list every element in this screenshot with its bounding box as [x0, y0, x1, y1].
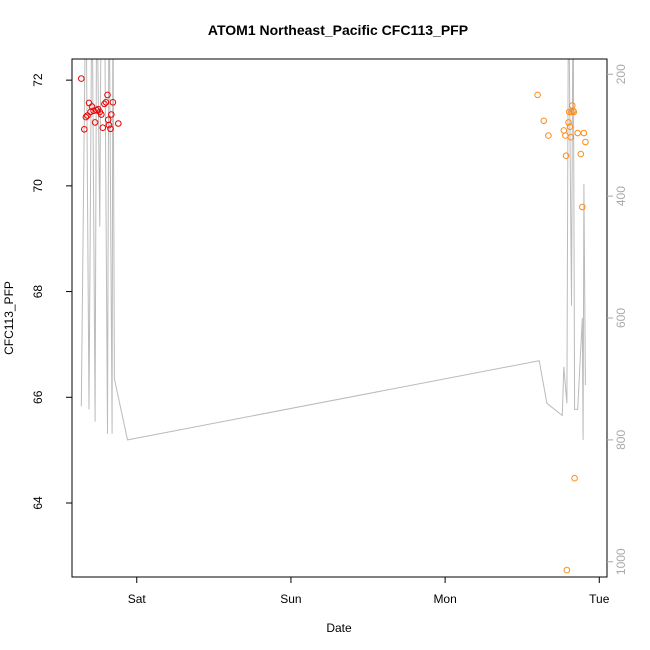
- plot-layer: [78, 59, 589, 574]
- data-point: [105, 121, 113, 129]
- data-point: [108, 111, 115, 118]
- data-point: [565, 108, 573, 116]
- data-point: [540, 117, 548, 125]
- data-point: [91, 119, 99, 126]
- data-point: [574, 129, 582, 137]
- data-point: [81, 126, 88, 133]
- data-point: [562, 132, 569, 139]
- x-tick-label: Tue: [589, 592, 610, 606]
- y-tick-label: 68: [31, 285, 45, 299]
- secondary-y-tick-label: 1000: [614, 548, 628, 575]
- x-tick-label: Sun: [280, 592, 301, 606]
- secondary-y-tick-label: 800: [614, 430, 628, 450]
- data-point: [571, 474, 578, 482]
- y-axis: 64 66 68 70 72: [31, 73, 72, 510]
- y-axis-label: CFC113_PFP: [2, 281, 16, 355]
- data-point: [78, 75, 85, 82]
- data-point: [579, 203, 586, 211]
- plot-frame: [71, 58, 608, 578]
- data-point: [101, 100, 108, 108]
- y-tick-label: 66: [31, 390, 45, 404]
- data-point: [90, 107, 97, 115]
- secondary-y-axis: 200 400 600 800 1000: [607, 64, 628, 575]
- x-tick-label: Mon: [433, 592, 456, 606]
- data-point: [580, 129, 588, 137]
- data-point: [109, 99, 117, 106]
- data-point: [570, 108, 578, 116]
- secondary-y-tick-label: 400: [614, 186, 628, 206]
- data-point: [102, 99, 110, 106]
- data-point: [88, 103, 96, 110]
- data-point: [568, 108, 575, 116]
- data-point: [562, 152, 570, 159]
- data-point: [107, 125, 114, 133]
- secondary-y-tick-label: 600: [614, 308, 628, 328]
- y-tick-label: 72: [31, 73, 45, 87]
- y-tick-label: 70: [31, 179, 45, 193]
- data-point: [545, 132, 552, 139]
- data-point: [99, 124, 107, 131]
- data-point: [563, 566, 571, 574]
- data-point: [82, 113, 90, 121]
- chart-title: ATOM1 Northeast_Pacific CFC113_PFP: [208, 22, 468, 38]
- data-point: [566, 123, 574, 130]
- secondary-y-tick-label: 200: [614, 64, 628, 84]
- secondary-line: [80, 59, 586, 441]
- data-point: [534, 91, 541, 99]
- data-point: [567, 133, 575, 141]
- data-point: [565, 119, 572, 126]
- x-axis: Sat Sun Mon Tue: [128, 577, 610, 606]
- x-tick-label: Sat: [128, 592, 147, 606]
- y-tick-label: 64: [31, 496, 45, 510]
- data-point: [569, 107, 577, 115]
- data-point: [577, 150, 585, 158]
- data-point: [93, 107, 100, 114]
- data-point: [582, 138, 589, 146]
- data-point: [115, 120, 122, 127]
- x-axis-label: Date: [326, 621, 352, 635]
- data-point: [104, 91, 111, 99]
- data-point: [98, 111, 105, 118]
